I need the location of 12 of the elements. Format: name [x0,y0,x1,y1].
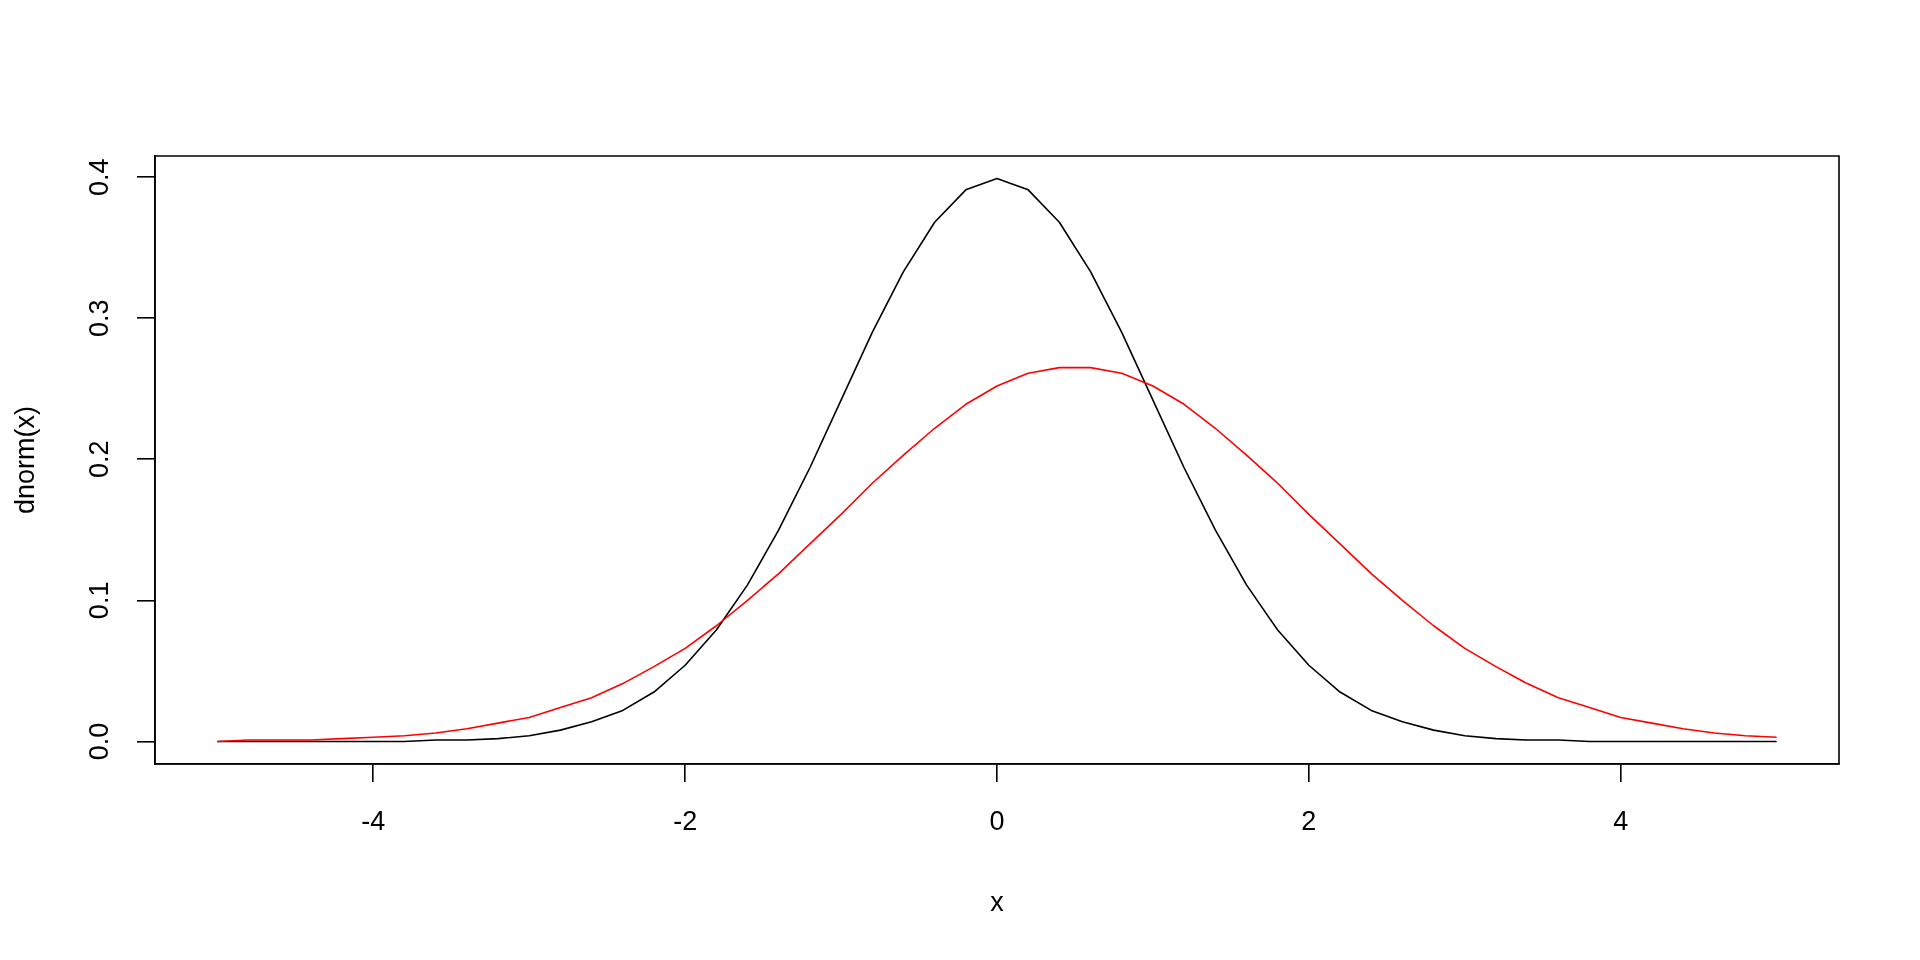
x-axis-title: x [990,887,1005,918]
x-tick-label: 2 [1301,805,1317,836]
y-tick-label: 0.2 [83,440,114,479]
x-tick-label: 4 [1613,805,1629,836]
y-tick-label: 0.4 [83,158,114,196]
y-tick-label: 0.1 [83,581,114,620]
x-tick-label: -4 [361,805,386,836]
x-tick-label: -2 [673,805,698,836]
y-tick-label: 0.3 [83,299,114,337]
y-tick-label: 0.0 [83,722,114,761]
y-axis-title: dnorm(x) [9,405,40,515]
x-tick-label: 0 [989,805,1005,836]
